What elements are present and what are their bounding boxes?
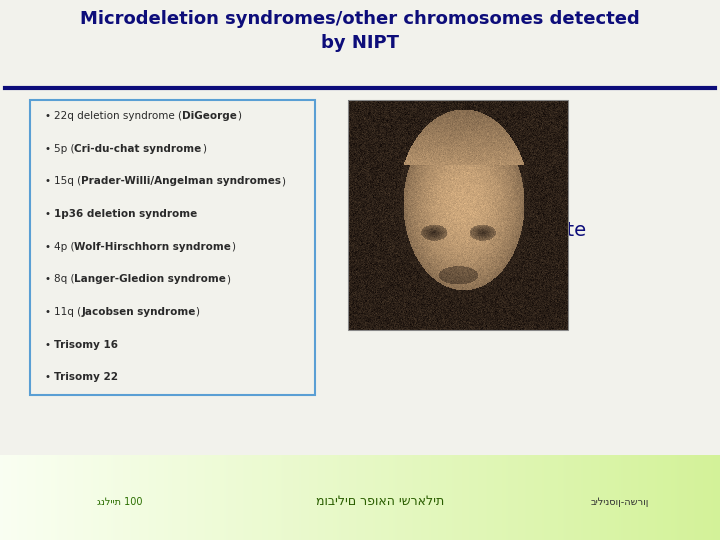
Text: ): ) — [237, 111, 241, 121]
Text: 5p (: 5p ( — [54, 144, 74, 154]
Text: 1p36 deletion syndrome: 1p36 deletion syndrome — [54, 209, 197, 219]
Bar — [0, 455, 720, 540]
Text: •: • — [44, 241, 50, 252]
Text: Jacobsen syndrome: Jacobsen syndrome — [81, 307, 196, 317]
Text: •: • — [44, 340, 50, 349]
Text: High false positive rate: High false positive rate — [360, 220, 586, 240]
Text: ): ) — [231, 241, 235, 252]
Text: •: • — [44, 372, 50, 382]
Text: Cri-du-chat syndrome: Cri-du-chat syndrome — [74, 144, 202, 154]
Text: 8q (: 8q ( — [54, 274, 74, 284]
Text: ): ) — [281, 176, 285, 186]
Text: גנליית 100: גנליית 100 — [97, 497, 143, 507]
Text: •: • — [44, 144, 50, 154]
Text: Trisomy 16: Trisomy 16 — [54, 340, 118, 349]
Text: מובילים רפואה ישראלית: מובילים רפואה ישראלית — [316, 495, 444, 508]
Text: ): ) — [202, 144, 206, 154]
Text: Trisomy 22: Trisomy 22 — [54, 372, 118, 382]
Text: Langer-Gledion syndrome: Langer-Gledion syndrome — [74, 274, 226, 284]
Text: 11q (: 11q ( — [54, 307, 81, 317]
Bar — [30, 100, 315, 395]
Text: Microdeletion syndromes/other chromosomes detected
by NIPT: Microdeletion syndromes/other chromosome… — [80, 10, 640, 52]
Text: ): ) — [226, 274, 230, 284]
Text: בילינסון-השרון: בילינסון-השרון — [591, 497, 649, 507]
Text: •: • — [44, 111, 50, 121]
Text: •: • — [44, 209, 50, 219]
Text: •: • — [44, 176, 50, 186]
Bar — [348, 100, 568, 330]
Text: Prader-Willi/Angelman syndromes: Prader-Willi/Angelman syndromes — [81, 176, 281, 186]
Text: •: • — [44, 307, 50, 317]
Text: 22q deletion syndrome (: 22q deletion syndrome ( — [54, 111, 182, 121]
Text: ): ) — [196, 307, 199, 317]
Text: 15q (: 15q ( — [54, 176, 81, 186]
Text: DiGeorge: DiGeorge — [182, 111, 237, 121]
Text: •: • — [44, 274, 50, 284]
Text: 4p (: 4p ( — [54, 241, 74, 252]
Text: Wolf-Hirschhorn syndrome: Wolf-Hirschhorn syndrome — [74, 241, 231, 252]
